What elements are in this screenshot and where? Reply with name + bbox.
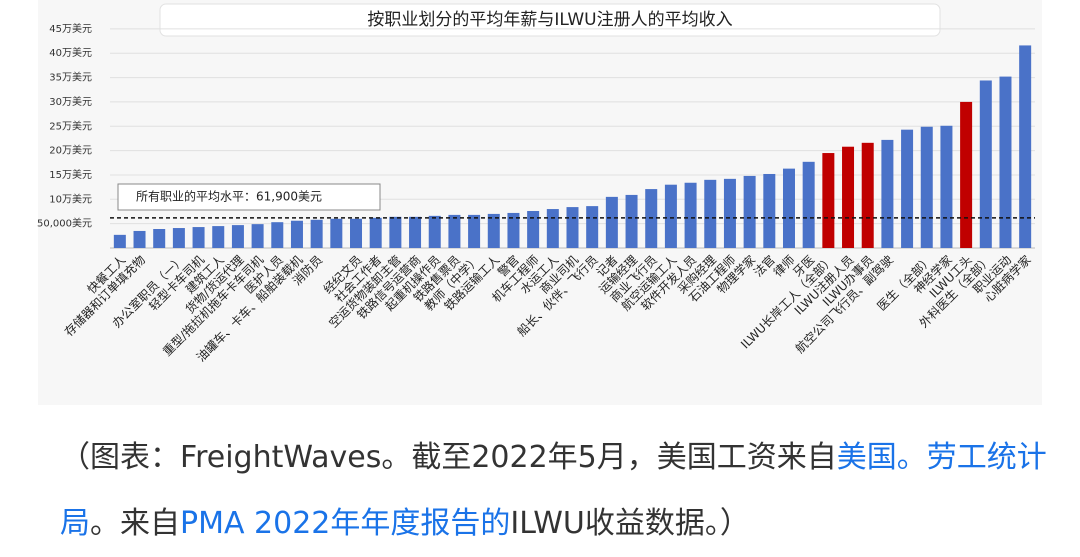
bar: [330, 218, 343, 248]
bar: [389, 216, 402, 248]
bar: [1019, 45, 1032, 248]
bar: [743, 175, 756, 248]
caption-link[interactable]: PMA 2022年年度报告的: [180, 506, 511, 541]
y-tick-label: 50,000美元: [37, 217, 92, 230]
y-tick-label: 20万美元: [49, 144, 92, 157]
bar: [763, 173, 776, 248]
bar: [999, 76, 1012, 248]
y-tick-label: 25万美元: [49, 119, 92, 132]
bar: [605, 196, 618, 248]
bar: [802, 161, 815, 248]
bar: [231, 225, 244, 248]
y-tick-label: 30万美元: [49, 95, 92, 108]
bar: [527, 210, 540, 248]
bar: [782, 168, 795, 248]
bar: [192, 227, 205, 248]
bar: [979, 80, 992, 248]
bar: [468, 214, 481, 248]
y-tick-label: 45万美元: [49, 22, 92, 35]
caption-link[interactable]: 美国。劳工统计局: [60, 440, 1047, 541]
bar: [684, 182, 697, 248]
bar: [133, 230, 146, 248]
bar: [251, 224, 264, 248]
bar: [153, 229, 166, 248]
bar: [369, 217, 382, 248]
bar: [842, 146, 855, 248]
bar: [487, 213, 500, 248]
bar: [664, 184, 677, 248]
title-box: [159, 3, 941, 37]
bar: [428, 215, 441, 248]
bar: [901, 129, 914, 248]
bar: [704, 179, 717, 248]
bar: [271, 222, 284, 248]
bar: [920, 126, 933, 248]
caption-text: ILWU收益数据。）: [510, 506, 750, 541]
y-tick-label: 10万美元: [49, 192, 92, 205]
bar: [507, 212, 520, 248]
annotation-box: [117, 183, 381, 211]
bar: [960, 101, 973, 248]
bar: [409, 216, 422, 248]
bar: [940, 125, 953, 248]
bar: [586, 206, 599, 248]
bar: [290, 220, 303, 248]
bar: [448, 214, 461, 248]
bar: [172, 228, 185, 248]
bar: [723, 178, 736, 248]
y-tick-label: 35万美元: [49, 71, 92, 84]
bar: [310, 219, 323, 248]
bar: [566, 207, 579, 248]
bar: [212, 226, 225, 248]
y-tick-label: 15万美元: [49, 168, 92, 181]
bar: [822, 153, 835, 248]
chart-title: 按职业划分的平均年薪与ILWU注册人的平均收入: [367, 10, 732, 30]
caption-text: 。来自: [90, 506, 180, 541]
caption-text: （图表：FreightWaves。截至2022年5月，美国工资来自: [60, 440, 837, 475]
caption: （图表：FreightWaves。截至2022年5月，美国工资来自美国。劳工统计…: [60, 425, 1050, 557]
average-label: 所有职业的平均水平：61,900美元: [136, 189, 322, 204]
y-tick-label: 40万美元: [49, 46, 92, 59]
bar: [350, 218, 363, 248]
bar: [625, 194, 638, 248]
bar: [113, 234, 126, 248]
page: 按职业划分的平均年薪与ILWU注册人的平均收入 50,000美元 10万美元 15万…: [37, 3, 1047, 541]
bar: [861, 142, 874, 248]
bar: [546, 209, 559, 248]
bar: [881, 139, 894, 248]
chart: 按职业划分的平均年薪与ILWU注册人的平均收入 50,000美元 10万美元 15万…: [37, 3, 1035, 365]
